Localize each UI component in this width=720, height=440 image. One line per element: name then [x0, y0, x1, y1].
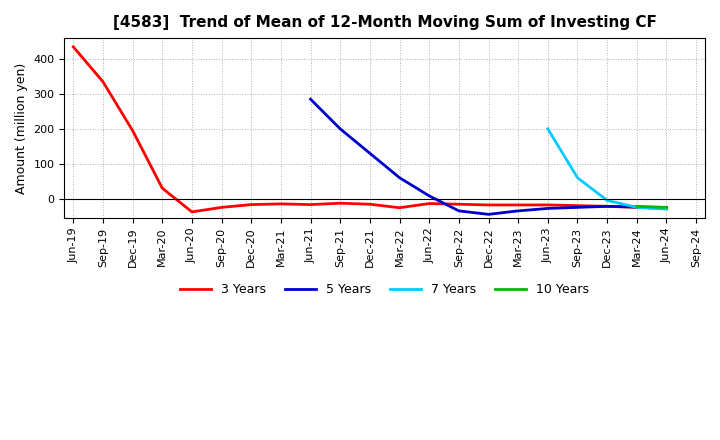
Title: [4583]  Trend of Mean of 12-Month Moving Sum of Investing CF: [4583] Trend of Mean of 12-Month Moving …: [113, 15, 657, 30]
Y-axis label: Amount (million yen): Amount (million yen): [15, 62, 28, 194]
Legend: 3 Years, 5 Years, 7 Years, 10 Years: 3 Years, 5 Years, 7 Years, 10 Years: [175, 279, 595, 301]
